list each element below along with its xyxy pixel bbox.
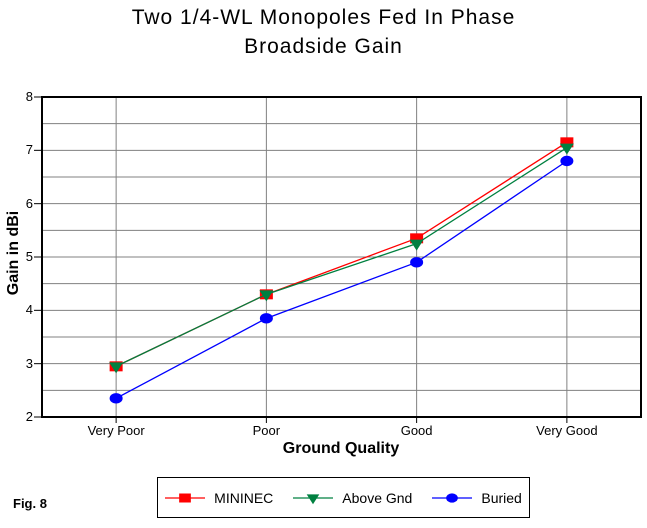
legend-item-above-gnd: Above Gnd (293, 490, 412, 506)
legend-marker-mininec (165, 493, 206, 502)
marker-mininec (560, 137, 574, 148)
x-tick-label: Very Good (536, 423, 598, 438)
legend-circle-icon (446, 492, 459, 503)
marker-buried (259, 313, 273, 324)
marker-buried (560, 155, 574, 167)
legend-label-above-gnd: Above Gnd (342, 489, 413, 506)
y-tick-label: 4 (25, 302, 33, 318)
series-line-buried (115, 160, 568, 399)
x-tick-label: Good (400, 423, 433, 438)
legend-triangle-down-icon (306, 493, 320, 504)
chart-subtitle: Broadside Gain (244, 35, 403, 58)
plot-border (41, 96, 642, 418)
legend-item-buried: Buried (432, 489, 522, 506)
x-tick-label: Very Poor (87, 423, 145, 438)
chart-title-block: Two 1/4-WL Monopoles Fed In Phase Broads… (0, 3, 647, 61)
y-tick-label: 3 (25, 355, 33, 371)
series-line-above-gnd (115, 147, 568, 367)
chart-title: Two 1/4-WL Monopoles Fed In Phase (131, 6, 516, 29)
marker-above-gnd (109, 362, 124, 374)
marker-buried (410, 257, 424, 268)
figure-label: Fig. 8 (13, 496, 47, 511)
marker-above-gnd (559, 143, 574, 155)
y-tick-label: 7 (25, 142, 33, 158)
x-tick-label: Poor (252, 423, 281, 438)
legend-marker-buried (432, 492, 473, 503)
y-tick-label: 6 (25, 195, 33, 211)
legend-label-mininec: MININEC (214, 489, 274, 506)
marker-buried (109, 393, 123, 404)
marker-above-gnd (259, 290, 274, 302)
legend-item-mininec: MININEC (165, 490, 273, 506)
legend: MININEC Above Gnd Buried (157, 477, 530, 518)
plot-area (34, 96, 642, 423)
marker-mininec (410, 233, 424, 244)
legend-marker-above-gnd (293, 493, 334, 504)
x-axis-title: Ground Quality (282, 440, 400, 457)
legend-square-icon (179, 493, 192, 502)
y-tick-label: 8 (25, 89, 33, 104)
y-tick-label: 2 (25, 409, 33, 424)
series-line-mininec (115, 141, 568, 367)
legend-label-buried: Buried (481, 489, 522, 506)
y-tick-label: 5 (25, 249, 33, 264)
marker-above-gnd (409, 239, 424, 251)
